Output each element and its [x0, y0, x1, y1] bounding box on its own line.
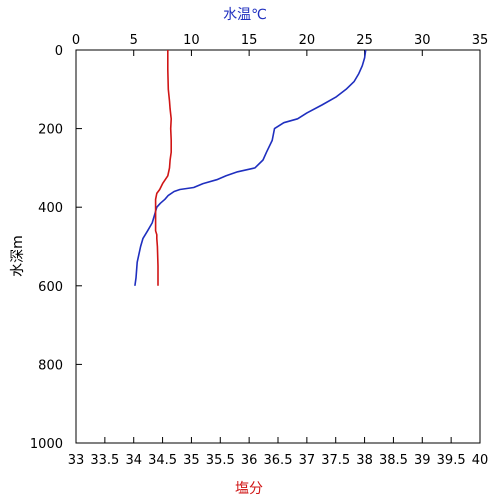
- bottom-tick-label: 37: [299, 453, 316, 468]
- top-tick-label: 5: [130, 33, 138, 48]
- bottom-tick-label: 37.5: [321, 453, 350, 468]
- top-tick-label: 15: [241, 33, 258, 48]
- top-tick-label: 0: [72, 33, 80, 48]
- bottom-tick-label: 38.5: [379, 453, 408, 468]
- y-axis-title: 水深m: [10, 235, 26, 277]
- y-tick-label: 800: [38, 358, 63, 373]
- y-tick-label: 1000: [30, 437, 63, 452]
- top-axis-title: 水温℃: [223, 7, 267, 23]
- bottom-tick-label: 40: [472, 453, 489, 468]
- y-tick-label: 400: [38, 201, 63, 216]
- plot-area: [75, 49, 481, 444]
- bottom-axis-ticks: 33 33.5 34 34.5 35 35.5 36 36.5 37 37.5 38 38.5 39 39…: [68, 437, 489, 468]
- top-tick-label: 10: [183, 33, 200, 48]
- top-tick-label: 30: [414, 33, 431, 48]
- bottom-tick-label: 33.5: [90, 453, 119, 468]
- top-axis-ticks: 0 5 10 15 20 25 30 35: [72, 33, 488, 56]
- bottom-tick-label: 39.5: [437, 453, 466, 468]
- bottom-tick-label: 36: [241, 453, 258, 468]
- series-layer: [134, 49, 367, 286]
- bottom-tick-label: 38: [356, 453, 373, 468]
- bottom-axis-title: 塩分: [235, 481, 263, 497]
- y-tick-label: 200: [38, 123, 63, 138]
- y-tick-label: 0: [55, 44, 63, 59]
- bottom-tick-label: 33: [68, 453, 85, 468]
- bottom-tick-label: 36.5: [264, 453, 293, 468]
- y-tick-label: 600: [38, 280, 63, 295]
- salinity-line: [154, 50, 172, 286]
- y-axis-ticks: 0 200 400 600 800 1000: [30, 44, 82, 452]
- top-tick-label: 35: [472, 33, 489, 48]
- bottom-tick-label: 34.5: [148, 453, 177, 468]
- top-tick-label: 25: [356, 33, 373, 48]
- bottom-tick-label: 35: [183, 453, 200, 468]
- top-tick-label: 20: [299, 33, 316, 48]
- bottom-tick-label: 35.5: [206, 453, 235, 468]
- bottom-tick-label: 34: [125, 453, 142, 468]
- temperature-line: [134, 49, 367, 286]
- bottom-tick-label: 39: [414, 453, 431, 468]
